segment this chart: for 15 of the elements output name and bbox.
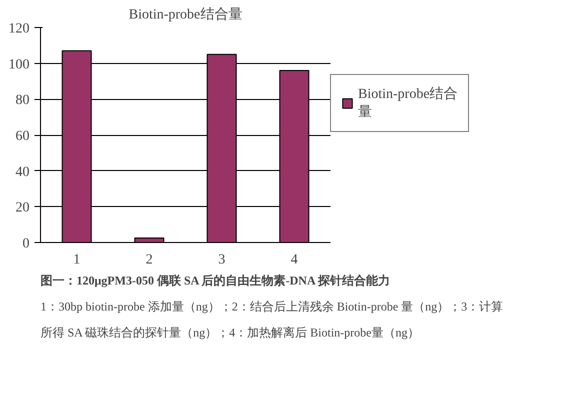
legend-label: Biotin-probe结合量 xyxy=(358,86,458,121)
text: 1：30bp biotin-probe 添加量（ng）；2：结合后上清残余 Biotin-probe 量（ng）；3：计算所得 SA 磁珠结合的探针量（ng）；4：加热解离后 Biotin-probe量（ng） xyxy=(40,300,504,340)
x-tick-label: 1 xyxy=(73,252,80,268)
y-tick-label: 0 xyxy=(22,236,30,252)
y-tick-label: 80 xyxy=(16,93,30,108)
y-tick-label: 20 xyxy=(16,200,30,216)
y-tick-label: 120 xyxy=(8,22,30,36)
text: 图一：120μgPM3-050 偶联 SA 后的自由生物素-DNA 探针结合能力 xyxy=(40,274,390,288)
x-tick-label: 3 xyxy=(218,252,226,268)
y-tick-label: 60 xyxy=(16,129,30,144)
chart-title: Biotin-probe结合量 xyxy=(128,6,242,22)
x-tick-label: 2 xyxy=(146,252,153,268)
y-tick-label: 40 xyxy=(16,164,30,180)
y-tick-label: 100 xyxy=(8,57,30,72)
x-tick-label: 4 xyxy=(290,252,298,268)
